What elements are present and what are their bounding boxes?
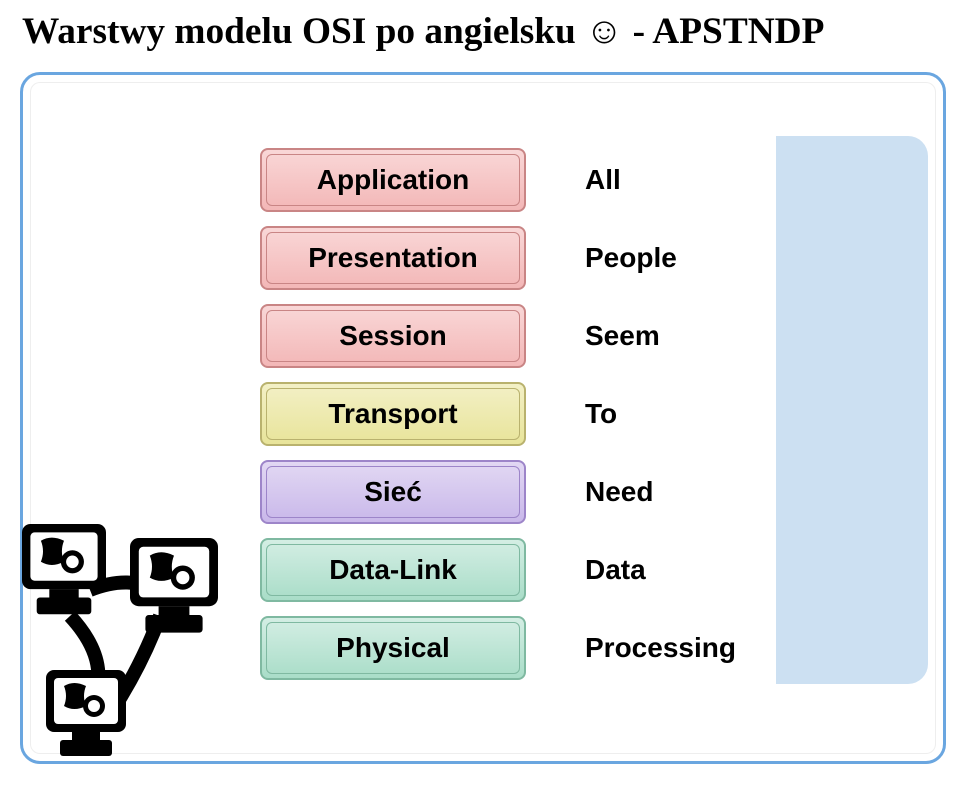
osi-layer-label: Physical — [266, 622, 520, 674]
osi-layer-label: Session — [266, 310, 520, 362]
osi-layer-label: Application — [266, 154, 520, 206]
osi-layer-session: Session — [260, 304, 526, 368]
side-panel — [776, 136, 928, 684]
mnemonic-word: People — [585, 242, 677, 274]
osi-layer-label: Transport — [266, 388, 520, 440]
osi-layer-label: Data-Link — [266, 544, 520, 596]
osi-layer-label: Sieć — [266, 466, 520, 518]
osi-layer-presentation: Presentation — [260, 226, 526, 290]
mnemonic-word: Need — [585, 476, 653, 508]
mnemonic-word: Data — [585, 554, 646, 586]
page-title: Warstwy modelu OSI po angielsku ☺ - APST… — [22, 10, 824, 53]
osi-layer-label: Presentation — [266, 232, 520, 284]
osi-layer-sieć: Sieć — [260, 460, 526, 524]
mnemonic-word: All — [585, 164, 621, 196]
osi-layer-application: Application — [260, 148, 526, 212]
osi-layer-data-link: Data-Link — [260, 538, 526, 602]
mnemonic-word: Seem — [585, 320, 660, 352]
mnemonic-word: To — [585, 398, 617, 430]
osi-layer-physical: Physical — [260, 616, 526, 680]
network-icon — [10, 520, 258, 756]
mnemonic-word: Processing — [585, 632, 736, 664]
osi-layer-transport: Transport — [260, 382, 526, 446]
